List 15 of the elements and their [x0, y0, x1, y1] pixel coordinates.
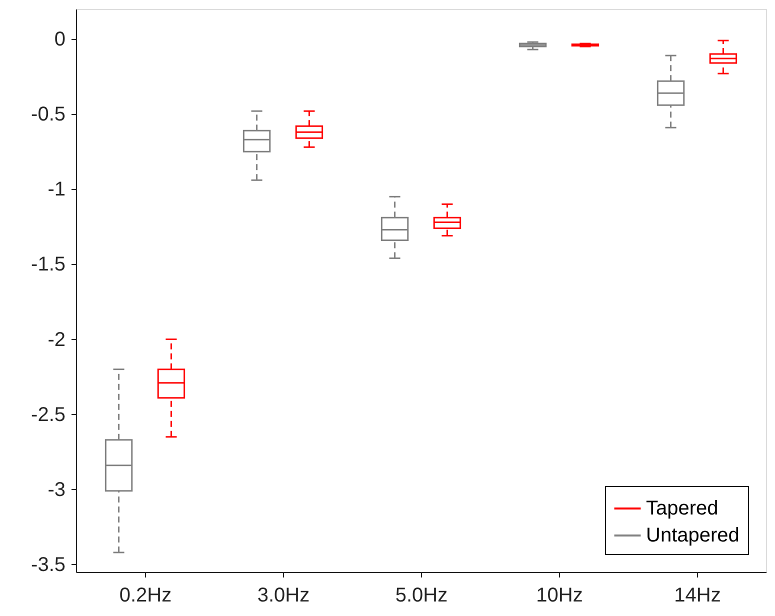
x-tick-label: 3.0Hz	[257, 584, 310, 606]
y-tick-label: -3	[48, 478, 66, 501]
legend-label: Tapered	[646, 498, 718, 520]
x-tick-label: 14Hz	[674, 584, 721, 606]
x-tick-label: 5.0Hz	[395, 584, 448, 606]
y-tick-label: -1.5	[31, 254, 66, 276]
y-tick-label: -0.5	[31, 104, 66, 126]
y-tick-label: -2	[48, 328, 66, 351]
legend-label: Untapered	[646, 524, 740, 546]
y-tick-label: -2.5	[31, 404, 66, 426]
x-tick-label: 10Hz	[536, 584, 583, 606]
x-tick-label: 0.2Hz	[119, 584, 172, 606]
y-tick-label: -1	[48, 178, 66, 201]
y-tick-label: 0	[54, 28, 66, 51]
y-tick-label: -3.5	[31, 554, 66, 576]
